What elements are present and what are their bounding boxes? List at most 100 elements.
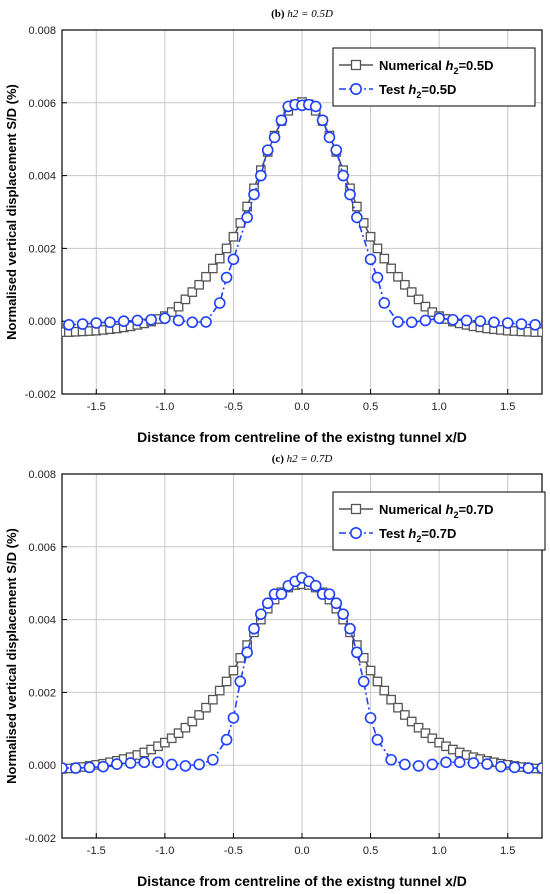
- data-point-numerical: [180, 722, 191, 733]
- data-point-test: [337, 169, 349, 182]
- data-point-test: [124, 757, 137, 769]
- data-point-numerical: [173, 728, 184, 739]
- x-tick-label: -1.0: [155, 401, 174, 413]
- legend-label-prefix: Numerical: [379, 502, 445, 517]
- data-point-numerical: [221, 676, 232, 687]
- data-point-numerical: [386, 263, 396, 274]
- data-point-test: [337, 608, 349, 620]
- data-point-test: [515, 318, 528, 330]
- data-point-test: [371, 271, 384, 284]
- data-point-test: [117, 315, 130, 328]
- data-point-test: [255, 169, 267, 182]
- data-point-test: [213, 297, 226, 309]
- data-point-numerical: [166, 733, 177, 744]
- data-point-test: [344, 188, 356, 201]
- panel-title: (c) h2 = 0.7D: [272, 453, 333, 465]
- data-point-numerical: [208, 694, 218, 705]
- data-point-numerical: [413, 722, 424, 733]
- data-point-numerical: [393, 271, 403, 282]
- legend-marker-square: [350, 59, 362, 71]
- data-point-test: [63, 319, 75, 331]
- data-point-numerical: [393, 702, 403, 713]
- legend-label: Test h2=0.7D: [379, 526, 456, 544]
- x-tick-label: 1.0: [431, 845, 446, 857]
- data-point-test: [508, 761, 521, 774]
- y-tick-label: 0.004: [28, 615, 56, 627]
- panel-title: (b) h2 = 0.5D: [271, 8, 333, 20]
- data-point-test: [172, 314, 185, 327]
- data-point-test: [495, 760, 507, 773]
- y-tick-label: 0.006: [28, 98, 56, 110]
- legend-label-symbol: h: [445, 502, 453, 517]
- data-point-test: [378, 297, 391, 309]
- data-point-test: [145, 313, 157, 326]
- panel-title-text: h2 = 0.7D: [287, 453, 333, 465]
- legend-box: [332, 491, 546, 551]
- x-tick-label: -1.5: [87, 401, 106, 413]
- y-axis-label: Normalised vertical displacement S/D (%): [4, 84, 19, 340]
- data-point-test: [433, 312, 445, 325]
- legend-label-symbol: h: [408, 82, 416, 97]
- data-point-numerical: [235, 652, 246, 663]
- panel-title-text: h2 = 0.5D: [287, 8, 333, 20]
- y-tick-label: 0.000: [28, 316, 56, 328]
- data-point-test: [227, 253, 240, 266]
- data-point-test: [330, 597, 343, 610]
- data-point-numerical: [420, 728, 431, 739]
- data-point-test: [351, 211, 363, 224]
- legend-label-prefix: Test: [379, 526, 408, 541]
- data-point-test: [399, 758, 411, 771]
- data-point-test: [419, 314, 432, 327]
- data-point-test: [460, 314, 473, 327]
- data-point-test: [357, 675, 370, 688]
- data-point-test: [474, 315, 487, 328]
- data-point-test: [351, 646, 363, 659]
- data-point-test: [309, 579, 322, 592]
- x-tick-label: -1.5: [87, 845, 106, 857]
- legend-marker-circle: [349, 83, 362, 96]
- data-point-test: [447, 313, 459, 326]
- legend-label-subscript: 2: [416, 90, 421, 100]
- data-point-test: [248, 622, 260, 635]
- data-layer: [62, 571, 542, 774]
- y-tick-label: -0.002: [25, 389, 56, 401]
- data-point-test: [364, 712, 377, 724]
- data-point-test: [316, 114, 329, 127]
- data-point-test: [248, 188, 260, 201]
- data-point-test: [536, 762, 542, 774]
- data-point-numerical: [406, 716, 417, 727]
- data-point-numerical: [194, 279, 204, 290]
- data-point-test: [186, 316, 199, 329]
- data-point-test: [90, 317, 103, 329]
- data-point-numerical: [201, 702, 211, 713]
- data-point-numerical: [358, 652, 369, 663]
- legend-label: Numerical h2=0.7D: [379, 502, 494, 520]
- legend-marker-circle: [349, 526, 362, 539]
- legend-label-suffix: =0.5D: [458, 58, 493, 73]
- x-tick-label: 0.5: [363, 401, 378, 413]
- data-point-numerical: [242, 201, 252, 212]
- legend-label-suffix: =0.7D: [458, 502, 493, 517]
- data-point-test: [200, 316, 212, 328]
- x-tick-label: -0.5: [224, 401, 243, 413]
- data-point-test: [255, 608, 267, 620]
- data-point-test: [193, 758, 205, 771]
- legend-label-subscript: 2: [453, 66, 458, 76]
- data-point-test: [138, 756, 151, 769]
- data-point-numerical: [352, 201, 362, 212]
- data-point-test: [385, 753, 397, 766]
- chart-panel-1: (c) h2 = 0.7D -1.5 -1.0 -0.5 0.0 0.5 1.0 1.5 -0.…: [4, 453, 546, 889]
- legend: Numerical h2=0.7D Test h2=0.7D: [332, 491, 546, 551]
- data-point-test: [323, 588, 336, 600]
- y-tick-label: 0.000: [28, 760, 56, 772]
- data-point-numerical: [194, 710, 204, 720]
- data-point-test: [159, 312, 171, 325]
- x-axis-label: Distance from centreline of the existng …: [137, 429, 467, 445]
- data-point-numerical: [228, 665, 239, 676]
- data-point-numerical: [214, 253, 225, 264]
- data-point-test: [467, 757, 480, 769]
- y-tick-label: 0.008: [28, 25, 56, 37]
- data-point-test: [522, 762, 535, 774]
